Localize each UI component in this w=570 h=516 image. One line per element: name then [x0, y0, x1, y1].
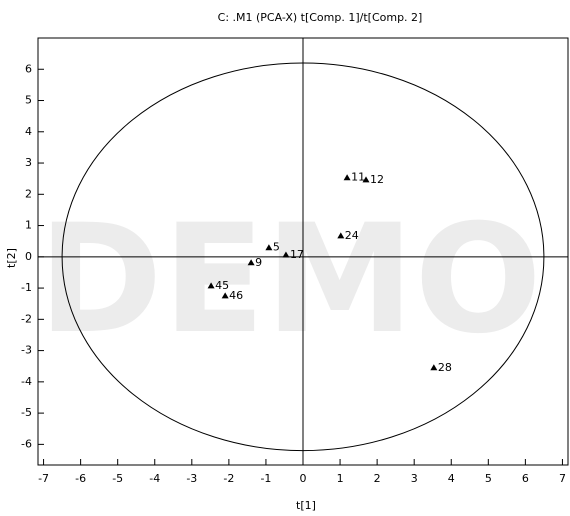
point — [430, 364, 438, 371]
x-tick-label: 0 — [300, 472, 307, 485]
point-label: 17 — [290, 248, 304, 261]
x-tick-label: 2 — [374, 472, 381, 485]
x-tick-label: 3 — [411, 472, 418, 485]
x-tick-label: -4 — [149, 472, 160, 485]
chart-title: C: .M1 (PCA-X) t[Comp. 1]/t[Comp. 2] — [218, 11, 423, 24]
point — [221, 292, 229, 299]
ellipse — [61, 62, 545, 452]
watermark: DEMO — [38, 193, 542, 367]
point-label: 9 — [255, 256, 262, 269]
y-axis-label: t[2] — [5, 248, 18, 268]
y-tick-label: -2 — [21, 312, 32, 325]
x-tick-label: 4 — [448, 472, 455, 485]
x-axis-label: t[1] — [296, 499, 316, 512]
x-tick-label: -5 — [112, 472, 123, 485]
point — [207, 282, 215, 289]
y-tick-label: 4 — [25, 125, 32, 138]
point — [247, 259, 255, 266]
x-tick-label: 1 — [337, 472, 344, 485]
y-tick-label: 1 — [25, 219, 32, 232]
point-label: 12 — [370, 173, 384, 186]
y-tick-label: -1 — [21, 281, 32, 294]
x-tick-label: -3 — [186, 472, 197, 485]
point-label: 28 — [438, 361, 452, 374]
y-tick-label: 3 — [25, 156, 32, 169]
y-tick-label: -4 — [21, 375, 32, 388]
x-tick-label: 5 — [485, 472, 492, 485]
x-tick-label: -6 — [75, 472, 86, 485]
point — [362, 176, 370, 183]
x-tick-label: 7 — [559, 472, 566, 485]
point-label: 45 — [215, 279, 229, 292]
point — [343, 174, 351, 181]
y-tick-label: 2 — [25, 187, 32, 200]
point-label: 5 — [273, 241, 280, 254]
x-tick-label: -7 — [38, 472, 49, 485]
y-tick-label: -5 — [21, 406, 32, 419]
x-tick-label: -1 — [260, 472, 271, 485]
point-label: 24 — [345, 229, 359, 242]
point — [265, 244, 273, 251]
point — [282, 251, 290, 258]
point-label: 11 — [351, 171, 365, 184]
y-tick-label: 0 — [25, 250, 32, 263]
x-tick-label: 6 — [522, 472, 529, 485]
y-tick-label: -6 — [21, 437, 32, 450]
point-label: 46 — [229, 289, 243, 302]
y-tick-label: 6 — [25, 62, 32, 75]
point — [337, 232, 345, 239]
y-tick-label: -3 — [21, 344, 32, 357]
y-tick-label: 5 — [25, 94, 32, 107]
x-tick-label: -2 — [223, 472, 234, 485]
